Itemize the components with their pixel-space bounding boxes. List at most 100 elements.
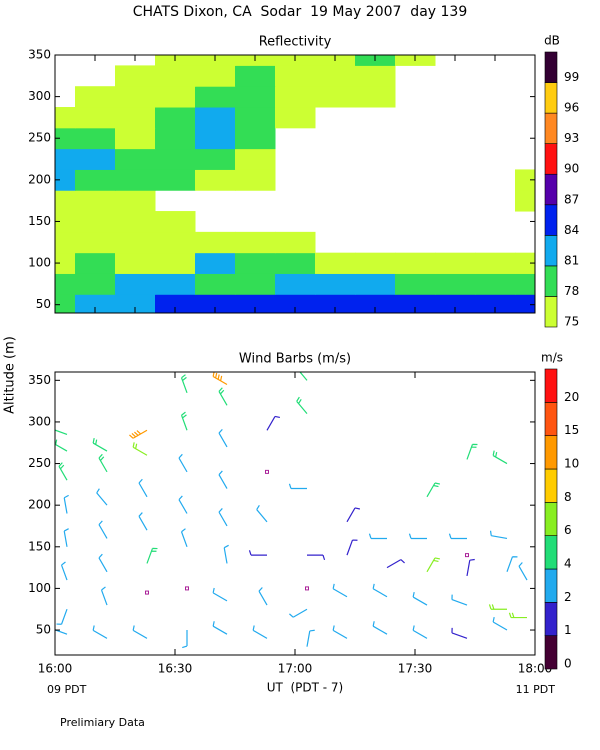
contour-cell (195, 86, 236, 108)
wind-barb (332, 625, 348, 639)
contour-cell (115, 86, 156, 108)
panel-title: Wind Barbs (m/s) (239, 352, 351, 367)
colorbar-unit: m/s (541, 351, 563, 365)
y-tick-label: 200 (28, 498, 51, 512)
wind-barb (258, 587, 268, 606)
colorbar-label: 8 (564, 490, 572, 504)
wind-barb (132, 442, 148, 456)
contour-cell (275, 252, 316, 274)
contour-cell (115, 148, 156, 170)
contour-cell (195, 231, 236, 254)
wind-barb (132, 625, 148, 639)
colorbar-label: 84 (564, 223, 579, 237)
wind-barb (289, 608, 308, 618)
contour-cell (515, 169, 535, 191)
contour-cell (115, 252, 156, 274)
contour-cell (75, 252, 116, 274)
colorbar-segment (544, 112, 558, 144)
x-tick-label: 18:00 (518, 662, 553, 676)
colorbar-segment (544, 51, 558, 83)
contour-cell (355, 252, 396, 274)
wind-barb (408, 533, 427, 540)
contour-cell (55, 190, 76, 212)
contour-cell (195, 252, 236, 274)
contour-cell (235, 148, 276, 170)
wind-barb (138, 512, 148, 531)
contour-cell (355, 273, 396, 295)
wind-barb (212, 621, 228, 635)
wind-barb (63, 494, 69, 514)
colorbar-segment (544, 173, 558, 206)
y-tick-label: 300 (28, 89, 51, 103)
wind-barb (451, 594, 468, 606)
calm-marker (305, 586, 309, 591)
contour-cell (55, 231, 76, 254)
colorbar-segment (544, 296, 558, 328)
wind-barb (296, 396, 308, 415)
contour-cell (155, 231, 196, 254)
wind-barb (92, 625, 108, 639)
contour-cell (155, 127, 196, 150)
wind-barb (92, 438, 108, 452)
colorbar-label: 99 (564, 70, 579, 84)
contour-cell (235, 65, 276, 87)
contour-cell (115, 65, 156, 87)
contour-cell (75, 231, 116, 254)
contour-cell (235, 169, 276, 191)
wind-barb (466, 443, 478, 460)
contour-cell (75, 169, 116, 191)
contour-cell (235, 273, 276, 295)
colorbar-segment (544, 568, 558, 603)
colorbar-segment (544, 235, 558, 267)
wind-barb (518, 562, 528, 581)
x-tick-label: 16:30 (158, 662, 193, 676)
contour-cell (115, 127, 156, 150)
contour-cell (75, 294, 116, 313)
wind-barb (266, 415, 281, 431)
contour-cell (235, 252, 276, 274)
calm-marker (465, 553, 469, 558)
contour-cell (155, 86, 196, 108)
wind-barb (129, 429, 148, 439)
wind-barb (96, 488, 108, 506)
wind-barb (412, 592, 428, 606)
wind-barb (218, 470, 228, 489)
contour-cell (55, 294, 76, 313)
y-tick-label: 150 (28, 539, 51, 553)
calm-marker (185, 586, 189, 591)
contour-cell (115, 107, 156, 129)
colorbar-label: 6 (564, 523, 572, 537)
contour-cell (75, 211, 116, 233)
contour-cell (55, 273, 76, 295)
colorbar-segment (544, 535, 558, 570)
colorbar-segment (544, 143, 558, 175)
wind-barb (426, 482, 441, 498)
y-tick-label: 350 (28, 373, 51, 387)
wind-barb (368, 533, 387, 540)
contour-cell (55, 169, 76, 191)
contour-cell (155, 294, 196, 313)
contour-cell (195, 294, 236, 313)
footnote: Prelimiary Data (60, 716, 145, 729)
contour-cell (115, 273, 156, 295)
wind-barb (223, 544, 229, 564)
contour-cell (155, 211, 196, 233)
calm-marker (265, 469, 269, 474)
x-tick-label: 17:00 (278, 662, 313, 676)
contour-cell (275, 86, 316, 108)
panel-title: Reflectivity (259, 35, 332, 50)
y-tick-label: 100 (28, 581, 51, 595)
wind-barb (180, 374, 188, 394)
plot-frame (54, 371, 536, 656)
page-title: CHATS Dixon, CA Sodar 19 May 2007 day 13… (133, 4, 467, 20)
y-tick-label: 250 (28, 456, 51, 470)
wind-barb (212, 587, 228, 602)
contour-cell (475, 252, 516, 274)
wind-barb (372, 621, 388, 635)
colorbar-label: 96 (564, 101, 579, 115)
wind-barb (508, 612, 527, 619)
plot-area (55, 55, 535, 313)
contour-cell (315, 273, 356, 295)
wind-barb (372, 583, 388, 598)
wind-barb (426, 557, 441, 573)
